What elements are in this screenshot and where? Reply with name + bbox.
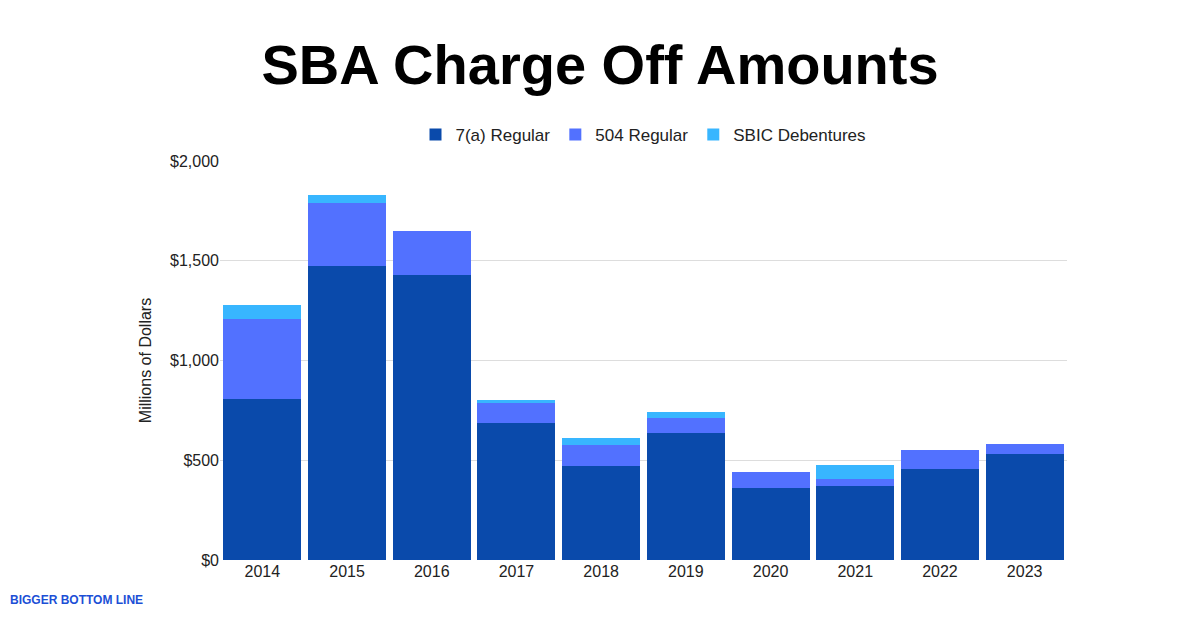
svg-text:2023: 2023 <box>1007 563 1043 580</box>
svg-text:2017: 2017 <box>499 563 535 580</box>
svg-text:2015: 2015 <box>329 563 365 580</box>
svg-text:2019: 2019 <box>668 563 704 580</box>
svg-text:SBIC Debentures: SBIC Debentures <box>733 126 865 145</box>
svg-text:2016: 2016 <box>414 563 450 580</box>
svg-text:Millions of Dollars: Millions of Dollars <box>137 298 154 423</box>
svg-text:2020: 2020 <box>753 563 789 580</box>
svg-text:BIGGER BOTTOM LINE: BIGGER BOTTOM LINE <box>10 593 143 607</box>
svg-text:2018: 2018 <box>583 563 619 580</box>
svg-text:$0: $0 <box>201 552 219 569</box>
svg-text:$2,000: $2,000 <box>170 153 219 170</box>
svg-text:7(a) Regular: 7(a) Regular <box>456 126 551 145</box>
svg-text:$500: $500 <box>183 452 219 469</box>
svg-text:2022: 2022 <box>922 563 958 580</box>
svg-text:504 Regular: 504 Regular <box>595 126 688 145</box>
svg-text:2014: 2014 <box>245 563 281 580</box>
svg-text:$1,000: $1,000 <box>170 352 219 369</box>
svg-text:$1,500: $1,500 <box>170 252 219 269</box>
svg-text:SBA Charge Off Amounts: SBA Charge Off Amounts <box>261 33 938 96</box>
svg-text:2021: 2021 <box>837 563 873 580</box>
